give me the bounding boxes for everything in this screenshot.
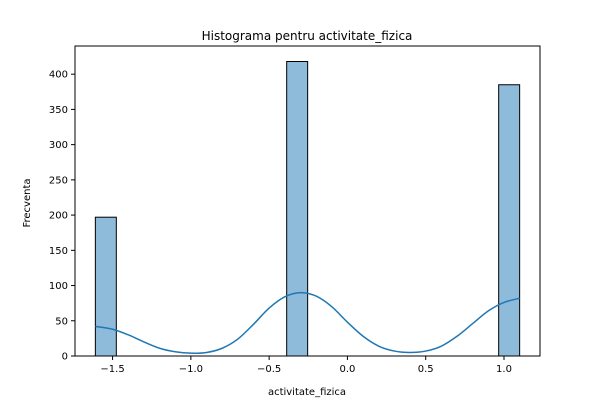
histogram-bar	[94, 216, 117, 357]
x-tick-label: 0.0	[339, 364, 355, 375]
y-tick-label: 0	[62, 352, 68, 363]
y-tick-label: 200	[49, 211, 68, 222]
histogram-bar	[286, 61, 309, 357]
x-tick-label: −0.5	[257, 364, 281, 375]
y-tick-label: 250	[49, 175, 68, 186]
x-tick-label: 1.0	[496, 364, 512, 375]
histogram-bars	[94, 61, 521, 357]
y-tick-label: 300	[49, 140, 68, 151]
kde-curve	[95, 291, 520, 354]
chart-title: Histograma pentru activitate_fizica	[202, 29, 413, 43]
y-axis-ticks: 0 50 100 150 200 250 300 350 400	[49, 70, 75, 363]
y-axis-label: Frecventa	[22, 178, 33, 227]
y-tick-label: 50	[55, 316, 68, 327]
x-tick-label: −1.5	[100, 364, 124, 375]
y-tick-label: 150	[49, 246, 68, 257]
x-axis-ticks: −1.5 −1.0 −0.5 0.0 0.5 1.0	[100, 356, 512, 375]
histogram-bar	[498, 84, 521, 357]
y-tick-label: 100	[49, 281, 68, 292]
y-tick-label: 350	[49, 105, 68, 116]
x-axis-label: activitate_fizica	[268, 387, 346, 398]
x-tick-label: 0.5	[418, 364, 434, 375]
x-tick-label: −1.0	[179, 364, 203, 375]
y-tick-label: 400	[49, 70, 68, 81]
plot-frame	[74, 45, 541, 357]
